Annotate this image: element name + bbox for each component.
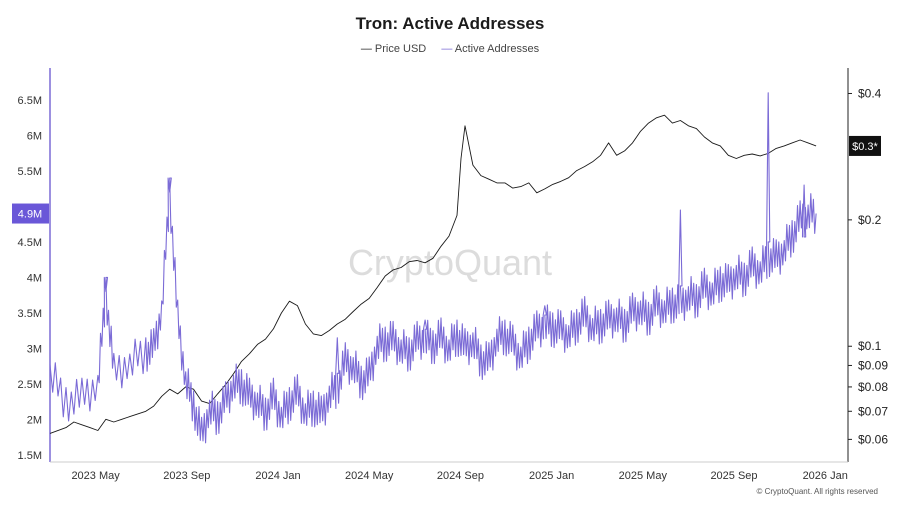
x-tick-label: 2023 May bbox=[71, 470, 120, 482]
legend-item-active-addresses[interactable]: — Active Addresses bbox=[441, 43, 539, 55]
legend-line-active-addresses-icon: — bbox=[441, 43, 453, 55]
y-right-current-badge bbox=[849, 135, 881, 156]
y-left-current-label: 4.9M bbox=[18, 209, 42, 221]
x-tick-label: 2023 Sep bbox=[163, 470, 210, 482]
x-tick-label: 2026 Jan bbox=[803, 470, 848, 482]
legend-line-price-icon: — bbox=[360, 43, 372, 55]
y-left-current-badge bbox=[12, 203, 49, 224]
footer-copyright: © CryptoQuant. All rights reserved bbox=[756, 487, 879, 496]
y-right-tick-label: $0.06 bbox=[858, 432, 888, 446]
y-right-tick-label: $0.08 bbox=[858, 380, 888, 394]
x-tick-label: 2024 Jan bbox=[255, 470, 300, 482]
y-left-tick-label: 6M bbox=[27, 130, 42, 142]
y-right-tick-label: $0.1 bbox=[858, 339, 882, 353]
y-right-tick-label: $0.09 bbox=[858, 358, 888, 372]
legend-item-price[interactable]: — Price USD bbox=[361, 43, 429, 55]
y-right-tick-label: $0.07 bbox=[858, 404, 888, 418]
y-left-tick-label: 4.5M bbox=[18, 237, 42, 249]
x-tick-label: 2024 Sep bbox=[437, 470, 484, 482]
y-left-tick-label: 2M bbox=[27, 414, 42, 426]
y-left-tick-label: 6.5M bbox=[18, 95, 42, 107]
y-right-tick-label: $0.2 bbox=[858, 213, 882, 227]
x-tick-label: 2024 May bbox=[345, 470, 394, 482]
y-left-tick-label: 3M bbox=[27, 343, 42, 355]
y-right-current-label: $0.3* bbox=[852, 141, 878, 153]
y-left-tick-label: 2.5M bbox=[18, 379, 42, 391]
x-tick-label: 2025 May bbox=[619, 470, 668, 482]
chart-title: Tron: Active Addresses bbox=[355, 14, 545, 33]
x-tick-label: 2025 Jan bbox=[529, 470, 574, 482]
y-left-tick-label: 1.5M bbox=[18, 450, 42, 462]
chart-legend: — Price USD — Active Addresses bbox=[0, 43, 900, 55]
y-left-tick-label: 5.5M bbox=[18, 166, 42, 178]
series-line-price[interactable] bbox=[49, 114, 817, 434]
y-left-tick-label: 3.5M bbox=[18, 308, 42, 320]
series-line-active-addresses[interactable] bbox=[49, 92, 817, 444]
legend-label-active-addresses: Active Addresses bbox=[454, 43, 540, 55]
watermark: CryptoQuant bbox=[348, 242, 552, 283]
x-tick-label: 2025 Sep bbox=[710, 470, 757, 482]
y-left-tick-label: 4M bbox=[27, 272, 42, 284]
legend-label-price: Price USD bbox=[374, 43, 427, 55]
y-right-tick-label: $0.4 bbox=[858, 86, 882, 100]
